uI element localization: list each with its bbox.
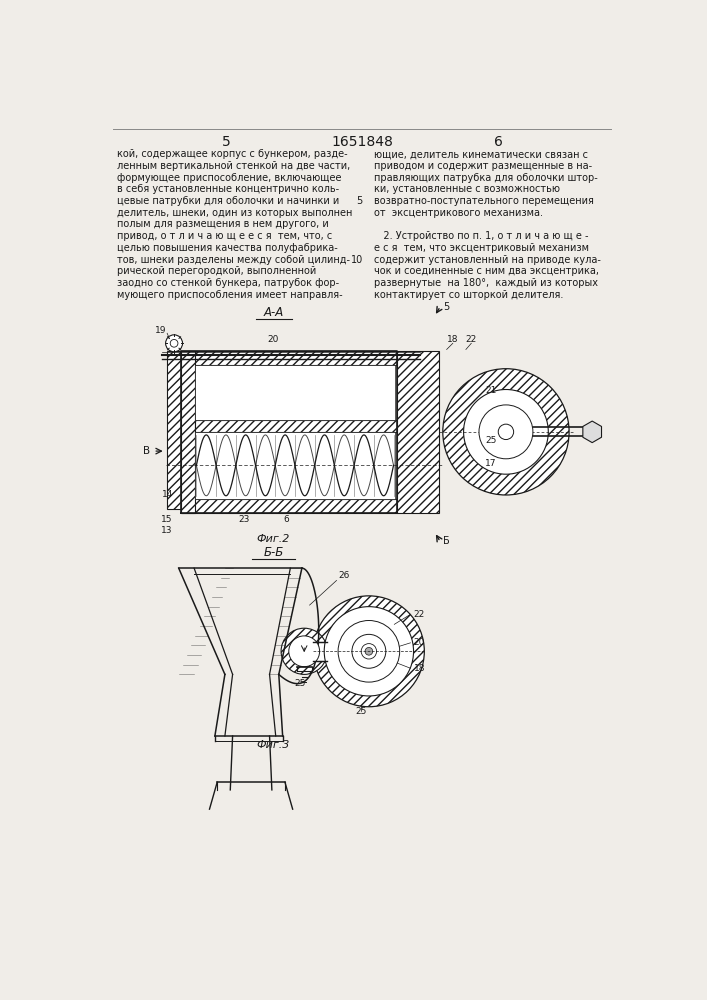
Text: 17: 17 bbox=[485, 460, 496, 468]
Text: 1651848: 1651848 bbox=[331, 135, 393, 149]
Text: мующего приспособления имеет направля-: мующего приспособления имеет направля- bbox=[117, 290, 343, 300]
Bar bbox=[195, 420, 397, 432]
Text: кой, содержащее корпус с бункером, разде-: кой, содержащее корпус с бункером, разде… bbox=[117, 149, 348, 159]
Text: 2. Устройство по п. 1, о т л и ч а ю щ е -: 2. Устройство по п. 1, о т л и ч а ю щ е… bbox=[373, 231, 588, 241]
Bar bbox=[313, 642, 327, 661]
Text: 6: 6 bbox=[493, 135, 503, 149]
Text: 22: 22 bbox=[466, 335, 477, 344]
Polygon shape bbox=[583, 421, 602, 443]
Text: е с я  тем, что эксцентриковый механизм: е с я тем, что эксцентриковый механизм bbox=[373, 243, 588, 253]
Circle shape bbox=[479, 405, 533, 459]
Text: 25: 25 bbox=[356, 707, 367, 716]
Text: Б: Б bbox=[443, 536, 450, 546]
Text: 18: 18 bbox=[447, 335, 459, 344]
Text: чок и соединенные с ним два эксцентрика,: чок и соединенные с ним два эксцентрика, bbox=[373, 266, 599, 276]
Text: целью повышения качества полуфабрика-: целью повышения качества полуфабрика- bbox=[117, 243, 338, 253]
Text: приводом и содержит размещенные в на-: приводом и содержит размещенные в на- bbox=[373, 161, 592, 171]
Text: от  эксцентрикового механизма.: от эксцентрикового механизма. bbox=[373, 208, 542, 218]
Text: 19: 19 bbox=[156, 326, 167, 335]
Text: формующее приспособление, включающее: формующее приспособление, включающее bbox=[117, 173, 341, 183]
Text: содержит установленный на приводе кула-: содержит установленный на приводе кула- bbox=[373, 255, 600, 265]
Bar bbox=[195, 365, 395, 420]
Text: цевые патрубки для оболочки и начинки и: цевые патрубки для оболочки и начинки и bbox=[117, 196, 339, 206]
Circle shape bbox=[443, 369, 569, 495]
Text: 14: 14 bbox=[161, 490, 173, 499]
Circle shape bbox=[325, 607, 414, 696]
Text: в себя установленные концентрично коль-: в себя установленные концентрично коль- bbox=[117, 184, 339, 194]
Circle shape bbox=[165, 335, 182, 352]
Text: 5: 5 bbox=[443, 302, 449, 312]
Bar bbox=[181, 499, 397, 513]
Text: полым для размещения в нем другого, и: полым для размещения в нем другого, и bbox=[117, 219, 329, 229]
Text: 6: 6 bbox=[284, 515, 289, 524]
Text: правляющих патрубка для оболочки штор-: правляющих патрубка для оболочки штор- bbox=[373, 173, 597, 183]
Text: делитель, шнеки, один из которых выполнен: делитель, шнеки, один из которых выполне… bbox=[117, 208, 353, 218]
Circle shape bbox=[338, 620, 399, 682]
Text: Фиг.2: Фиг.2 bbox=[257, 534, 290, 544]
Text: тов, шнеки разделены между собой цилинд-: тов, шнеки разделены между собой цилинд- bbox=[117, 255, 350, 265]
Text: ющие, делитель кинематически связан с: ющие, делитель кинематически связан с bbox=[373, 149, 588, 159]
Circle shape bbox=[170, 339, 178, 347]
Text: В: В bbox=[143, 446, 150, 456]
Text: Б-Б: Б-Б bbox=[263, 546, 284, 559]
Circle shape bbox=[464, 389, 549, 474]
Circle shape bbox=[281, 628, 327, 674]
Bar bbox=[167, 351, 181, 509]
Circle shape bbox=[288, 636, 320, 667]
Text: контактирует со шторкой делителя.: контактирует со шторкой делителя. bbox=[373, 290, 563, 300]
Text: 21: 21 bbox=[485, 386, 496, 395]
Text: 26: 26 bbox=[339, 571, 350, 580]
Text: Фиг.3: Фиг.3 bbox=[257, 740, 290, 750]
Text: 15: 15 bbox=[161, 515, 173, 524]
Text: 25: 25 bbox=[485, 436, 496, 445]
Circle shape bbox=[352, 634, 386, 668]
Text: 25: 25 bbox=[294, 679, 305, 688]
Text: привод, о т л и ч а ю щ е е с я  тем, что, с: привод, о т л и ч а ю щ е е с я тем, что… bbox=[117, 231, 332, 241]
Bar bbox=[181, 351, 195, 513]
Circle shape bbox=[361, 644, 377, 659]
Text: 10: 10 bbox=[351, 255, 363, 265]
Text: 5: 5 bbox=[356, 196, 363, 206]
Text: развернутые  на 180°,  каждый из которых: развернутые на 180°, каждый из которых bbox=[373, 278, 597, 288]
Text: 5: 5 bbox=[222, 135, 230, 149]
Text: возвратно-поступательного перемещения: возвратно-поступательного перемещения bbox=[373, 196, 593, 206]
Bar bbox=[181, 351, 397, 365]
Circle shape bbox=[365, 647, 373, 655]
Text: 13: 13 bbox=[161, 526, 173, 535]
Text: 20: 20 bbox=[268, 335, 279, 344]
Circle shape bbox=[313, 596, 424, 707]
Text: 22: 22 bbox=[414, 610, 425, 619]
Text: А-А: А-А bbox=[263, 306, 284, 319]
Text: 18: 18 bbox=[414, 664, 425, 673]
Text: ки, установленные с возможностью: ки, установленные с возможностью bbox=[373, 184, 559, 194]
Circle shape bbox=[498, 424, 514, 440]
Text: 20: 20 bbox=[414, 638, 425, 647]
Bar bbox=[195, 432, 395, 499]
Text: 23: 23 bbox=[238, 515, 250, 524]
Text: заодно со стенкой бункера, патрубок фор-: заодно со стенкой бункера, патрубок фор- bbox=[117, 278, 339, 288]
Bar bbox=[397, 351, 439, 513]
Text: ленным вертикальной стенкой на две части,: ленным вертикальной стенкой на две части… bbox=[117, 161, 351, 171]
Text: рической перегородкой, выполненной: рической перегородкой, выполненной bbox=[117, 266, 316, 276]
